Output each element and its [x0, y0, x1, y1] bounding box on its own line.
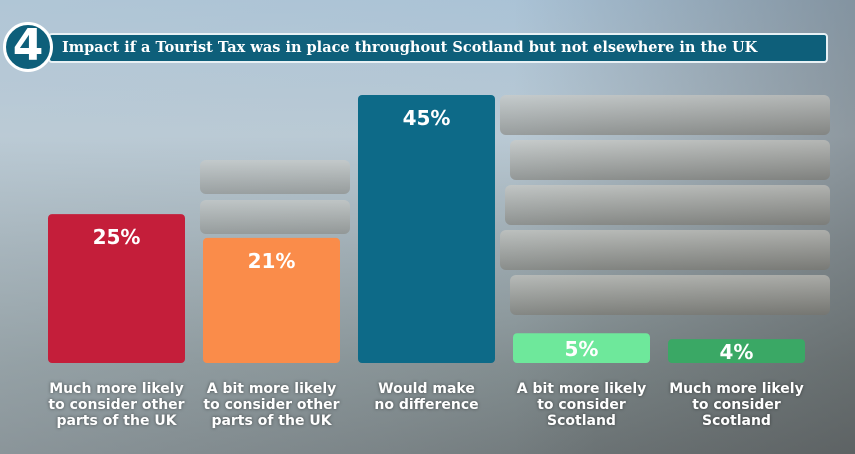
badge-number: 4 — [12, 20, 44, 71]
coin-stack-decoration — [200, 200, 350, 234]
coin-stack-decoration — [510, 275, 830, 315]
category-label-line: to consider other — [203, 397, 340, 413]
bar-value-label: 5% — [565, 337, 599, 361]
category-label-line: to consider — [692, 397, 781, 413]
bar-5 — [668, 339, 805, 363]
bar-value-label: 4% — [720, 340, 754, 364]
coin-stack-decoration — [510, 140, 830, 180]
category-label-line: parts of the UK — [56, 413, 177, 429]
bar-value-label: 21% — [248, 249, 296, 273]
category-label-3: Would make no difference — [347, 381, 507, 413]
bar-value-label: 25% — [93, 225, 141, 249]
category-label-line: A bit more likely — [516, 381, 647, 397]
category-label-line: Scotland — [702, 413, 771, 429]
bar-value-label: 45% — [403, 106, 451, 130]
coin-stack-decoration — [200, 160, 350, 194]
chart-title: Impact if a Tourist Tax was in place thr… — [62, 39, 758, 56]
bar-1 — [48, 214, 185, 363]
category-label-line: Would make — [378, 381, 475, 397]
category-label-2: A bit more likely to consider other parts … — [192, 381, 352, 429]
category-label-line: Much more likely — [669, 381, 804, 397]
title-banner — [48, 33, 828, 63]
bar-4 — [513, 333, 650, 363]
coin-stack-decoration — [505, 185, 830, 225]
bar-3 — [358, 95, 495, 363]
category-label-line: to consider — [537, 397, 626, 413]
category-label-4: A bit more likely to consider Scotland — [502, 381, 662, 429]
category-label-5: Much more likely to consider Scotland — [657, 381, 817, 429]
category-label-line: no difference — [374, 397, 479, 413]
category-label-line: parts of the UK — [211, 413, 332, 429]
category-label-line: Scotland — [547, 413, 616, 429]
number-badge — [3, 22, 53, 72]
bar-2 — [203, 237, 340, 363]
coin-stack-decoration — [500, 230, 830, 270]
category-label-line: Much more likely — [49, 381, 184, 397]
category-label-line: to consider other — [48, 397, 185, 413]
category-label-line: A bit more likely — [206, 381, 337, 397]
coin-stack-decoration — [500, 95, 830, 135]
category-label-1: Much more likely to consider other parts o… — [37, 381, 197, 429]
